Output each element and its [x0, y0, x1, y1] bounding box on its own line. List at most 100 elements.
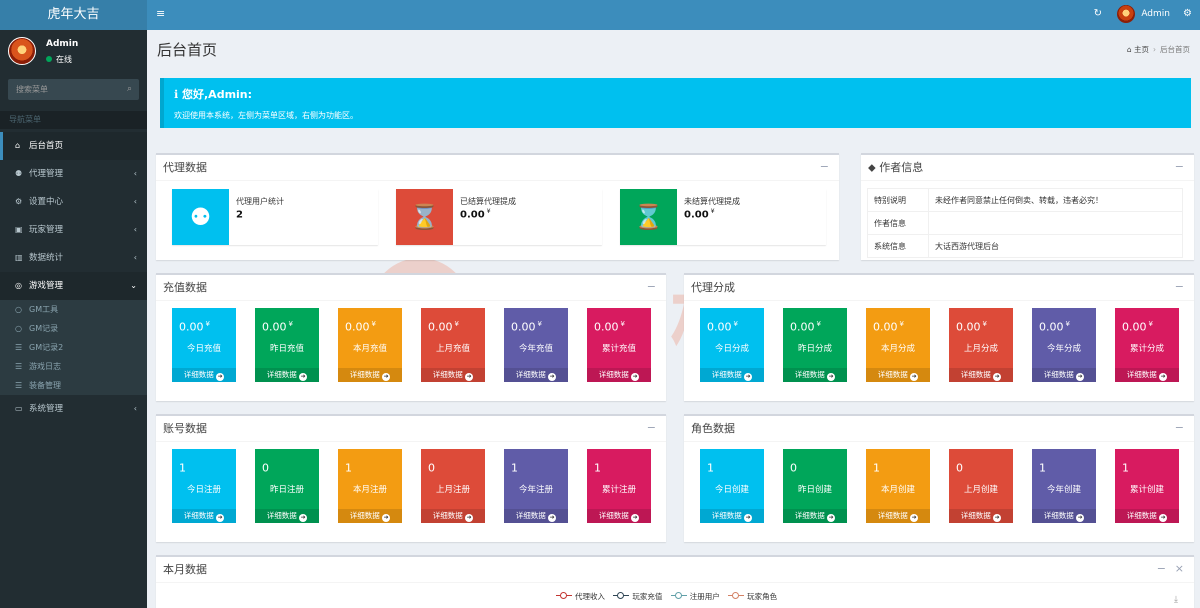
tile-details-link[interactable]: 详细数据 ➜ — [338, 509, 402, 523]
arrow-circle-right-icon: ➜ — [827, 514, 836, 522]
value-number: 1 — [707, 461, 714, 475]
minimize-icon[interactable]: − — [1174, 280, 1184, 293]
gears-icon[interactable]: ⚙ — [1183, 8, 1192, 19]
value-unit: ¥ — [205, 320, 210, 328]
minimize-icon[interactable]: − — [646, 280, 656, 293]
tile-details-link[interactable]: 详细数据 ➜ — [700, 368, 764, 382]
tile-details-link[interactable]: 详细数据 ➜ — [1115, 509, 1179, 523]
download-icon[interactable]: ⤓ — [1174, 595, 1178, 605]
stat-tile: 1 今日注册 详细数据 ➜ — [172, 449, 236, 523]
tile-details-link[interactable]: 详细数据 ➜ — [255, 368, 319, 382]
tile-details-link[interactable]: 详细数据 ➜ — [587, 368, 651, 382]
agent-share-box: 代理分成 − 0.00 ¥ 今日分成 详细数据 ➜ 0.00 ¥ 昨日分成 详细数据 ➜ 0.00… — [684, 273, 1194, 401]
sidebar-item-agents[interactable]: ⚉ 代理管理 ‹ — [0, 160, 147, 188]
tile-details-link[interactable]: 详细数据 ➜ — [783, 368, 847, 382]
tile-details-link[interactable]: 详细数据 ➜ — [255, 509, 319, 523]
tile-details-link[interactable]: 详细数据 ➜ — [700, 509, 764, 523]
tile-details-link[interactable]: 详细数据 ➜ — [1032, 509, 1096, 523]
sidebar-subitem-equipment[interactable]: ☰ 装备管理 — [0, 376, 147, 395]
value-unit: ¥ — [371, 320, 376, 328]
tile-details-link[interactable]: 详细数据 ➜ — [1115, 368, 1179, 382]
tile-details-link[interactable]: 详细数据 ➜ — [338, 368, 402, 382]
tile-details-link[interactable]: 详细数据 ➜ — [172, 368, 236, 382]
legend-item[interactable]: 注册用户 — [670, 591, 720, 602]
tile-details-link[interactable]: 详细数据 ➜ — [504, 509, 568, 523]
sidebar-item-system[interactable]: ▭ 系统管理 ‹ — [0, 395, 147, 423]
value-number: 0.00 — [1122, 320, 1147, 334]
details-label: 详细数据 — [349, 370, 380, 379]
tile-details-link[interactable]: 详细数据 ➜ — [949, 368, 1013, 382]
stat-tile: 0.00 ¥ 今年分成 详细数据 ➜ — [1032, 308, 1096, 382]
sidebar-item-label: 数据统计 — [29, 253, 64, 263]
sidebar-subitem-gm-tool[interactable]: ○ GM工具 — [0, 300, 147, 319]
value-number: 0.00 — [460, 209, 485, 221]
chevron-left-icon: ‹ — [133, 197, 137, 206]
list-icon: ☰ — [15, 381, 23, 390]
sidebar-subitem-gm-log2[interactable]: ☰ GM记录2 — [0, 338, 147, 357]
minimize-icon[interactable]: − — [646, 421, 656, 434]
sidebar-toggle-icon[interactable]: ≡ — [156, 7, 166, 20]
tile-value: 1 — [179, 461, 188, 475]
arrow-circle-right-icon: ➜ — [744, 373, 753, 381]
sidebar-subitem-game-log[interactable]: ☰ 游戏日志 — [0, 357, 147, 376]
minimize-icon[interactable]: − — [1156, 562, 1166, 575]
tile-label: 今年创建 — [1046, 485, 1081, 495]
sidebar-item-stats[interactable]: ▥ 数据统计 ‹ — [0, 244, 147, 272]
page-title: 后台首页 — [157, 41, 218, 59]
refresh-icon[interactable]: ↻ — [1093, 8, 1102, 19]
tile-details-link[interactable]: 详细数据 ➜ — [866, 368, 930, 382]
tile-label: 累计注册 — [601, 485, 636, 495]
close-icon[interactable]: × — [1174, 562, 1184, 575]
value-unit: ¥ — [1065, 320, 1070, 328]
value-number: 0.00 — [428, 320, 453, 334]
chevron-left-icon: ‹ — [133, 225, 137, 234]
tile-label: 昨日创建 — [797, 485, 832, 495]
table-row: 作者信息 — [867, 211, 1183, 235]
minimize-icon[interactable]: − — [1174, 160, 1184, 173]
tile-label: 今日创建 — [714, 485, 749, 495]
sidebar-subitem-gm-log[interactable]: ○ GM记录 — [0, 319, 147, 338]
legend-item[interactable]: 代理收入 — [556, 591, 605, 602]
tile-details-link[interactable]: 详细数据 ➜ — [783, 509, 847, 523]
value-number: 1 — [873, 461, 880, 475]
role-data-box: 角色数据 − 1 今日创建 详细数据 ➜ 0 昨日创建 详细数据 ➜ 1 本月创建 详细数据 ➜ 0… — [684, 414, 1194, 542]
breadcrumb-home[interactable]: 主页 — [1134, 45, 1149, 54]
value-number: 1 — [179, 461, 186, 475]
stat-tile: 1 今日创建详细数据 ➜ — [700, 449, 764, 523]
box-title: 本月数据 — [163, 563, 207, 576]
stat-tile: 1 累计创建 详细数据 ➜ — [1115, 449, 1179, 523]
minimize-icon[interactable]: − — [1174, 421, 1184, 434]
details-label: 详细数据 — [598, 370, 629, 379]
tile-details-link[interactable]: 详细数据 ➜ — [866, 509, 930, 523]
sidebar-item-game[interactable]: ◎ 游戏管理 ⌄ — [0, 272, 147, 300]
legend-item[interactable]: 玩家角色 — [728, 591, 777, 602]
box-title: 代理数据 — [163, 161, 207, 174]
search-icon[interactable]: ⌕ — [126, 84, 132, 94]
value-number: 1 — [594, 461, 601, 475]
stat-tile: 0.00 ¥ 今日分成 详细数据 ➜ — [700, 308, 764, 382]
stat-tile: 0 昨日注册 详细数据 ➜ — [255, 449, 319, 523]
search-input[interactable] — [8, 79, 118, 100]
avatar — [1117, 5, 1136, 23]
tile-details-link[interactable]: 详细数据 ➜ — [421, 509, 485, 523]
infobox-label: 未结算代理提成 — [684, 197, 740, 206]
tile-label: 今年分成 — [1046, 344, 1081, 354]
sidebar-item-home[interactable]: ⌂ 后台首页 — [0, 132, 147, 160]
sidebar-item-players[interactable]: ▣ 玩家管理 ‹ — [0, 216, 147, 244]
app-logo[interactable]: 虎年大吉 — [0, 0, 147, 30]
online-dot-icon — [46, 56, 52, 62]
minimize-icon[interactable]: − — [819, 160, 829, 173]
tile-details-link[interactable]: 详细数据 ➜ — [421, 368, 485, 382]
tile-details-link[interactable]: 详细数据 ➜ — [1032, 368, 1096, 382]
sidebar-item-settings[interactable]: ⚙ 设置中心 ‹ — [0, 188, 147, 216]
details-label: 详细数据 — [432, 370, 463, 379]
breadcrumb: ⌂ 主页 › 后台首页 — [1127, 44, 1190, 55]
account-data-box: 账号数据 − 1 今日注册 详细数据 ➜ 0 昨日注册 详细数据 ➜ 1 本月注册 详细数据 ➜ 0… — [156, 414, 666, 542]
tile-label: 昨日注册 — [269, 485, 304, 495]
user-menu[interactable]: Admin — [1117, 5, 1170, 23]
tile-details-link[interactable]: 详细数据 ➜ — [172, 509, 236, 523]
tile-details-link[interactable]: 详细数据 ➜ — [587, 509, 651, 523]
tile-details-link[interactable]: 详细数据 ➜ — [504, 368, 568, 382]
tile-details-link[interactable]: 详细数据 ➜ — [949, 509, 1013, 523]
legend-item[interactable]: 玩家充值 — [613, 591, 662, 602]
